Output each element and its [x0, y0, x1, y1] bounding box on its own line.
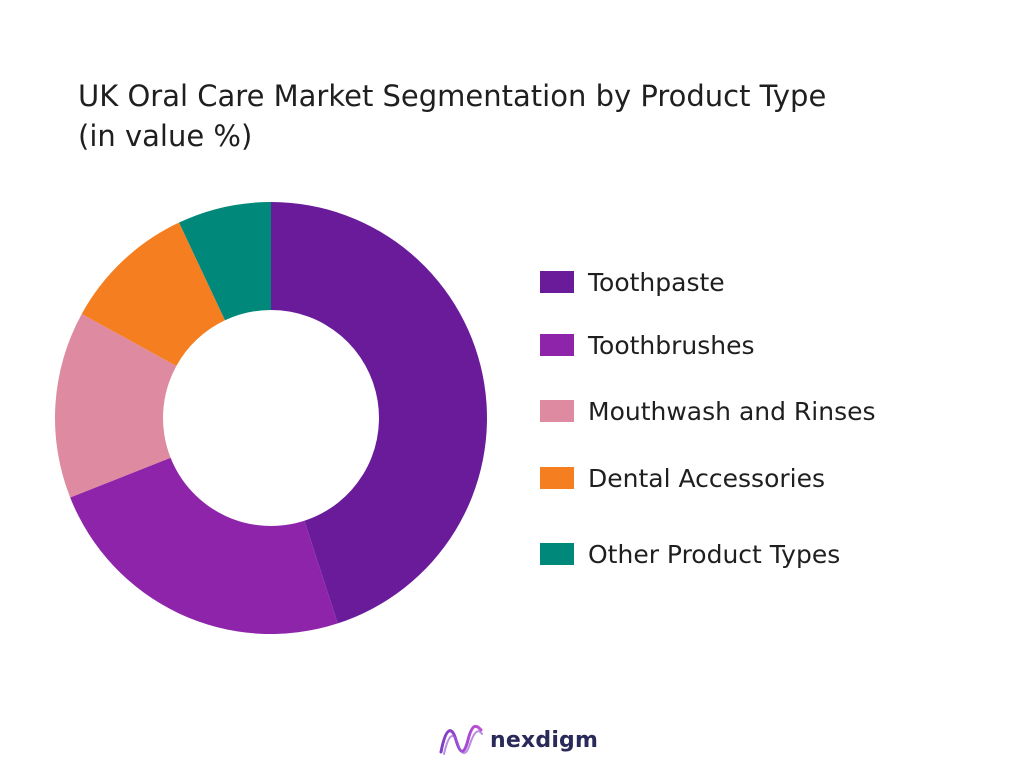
legend-swatch-mouthwash [540, 400, 574, 422]
donut-slice-dental-accessories [81, 222, 226, 366]
legend-swatch-toothpaste [540, 271, 574, 293]
legend-label-other-product-types: Other Product Types [588, 539, 841, 569]
legend-label-dental-accessories: Dental Accessories [588, 463, 825, 493]
legend-item-other-product-types: Other Product Types [540, 534, 840, 574]
donut-slice-toothpaste [271, 202, 487, 624]
legend-label-mouthwash: Mouthwash and Rinses [588, 396, 876, 426]
chart-legend: Toothpaste Toothbrushes Mouthwash and Ri… [540, 260, 980, 580]
donut-slice-mouthwash-and-rinses [55, 313, 177, 498]
nexdigm-wave-logo-icon [439, 724, 483, 755]
donut-slice-toothbrushes [70, 457, 338, 634]
legend-item-toothpaste: Toothpaste [540, 262, 725, 302]
chart-title-line-2: (in value %) [78, 119, 253, 153]
legend-label-toothpaste: Toothpaste [588, 267, 725, 297]
legend-swatch-toothbrushes [540, 334, 574, 356]
brand-logo: nexdigm [438, 720, 598, 760]
legend-swatch-other-product-types [540, 543, 574, 565]
legend-label-toothbrushes: Toothbrushes [588, 330, 755, 360]
chart-title-line-1: UK Oral Care Market Segmentation by Prod… [78, 79, 827, 113]
legend-item-toothbrushes: Toothbrushes [540, 325, 755, 365]
logo-text: nexdigm [490, 727, 599, 753]
legend-swatch-dental-accessories [540, 467, 574, 489]
donut-slices [55, 202, 487, 634]
donut-slice-other-product-types [179, 202, 271, 321]
legend-item-dental-accessories: Dental Accessories [540, 458, 825, 498]
legend-item-mouthwash: Mouthwash and Rinses [540, 391, 876, 431]
chart-title: UK Oral Care Market Segmentation by Prod… [78, 76, 958, 156]
